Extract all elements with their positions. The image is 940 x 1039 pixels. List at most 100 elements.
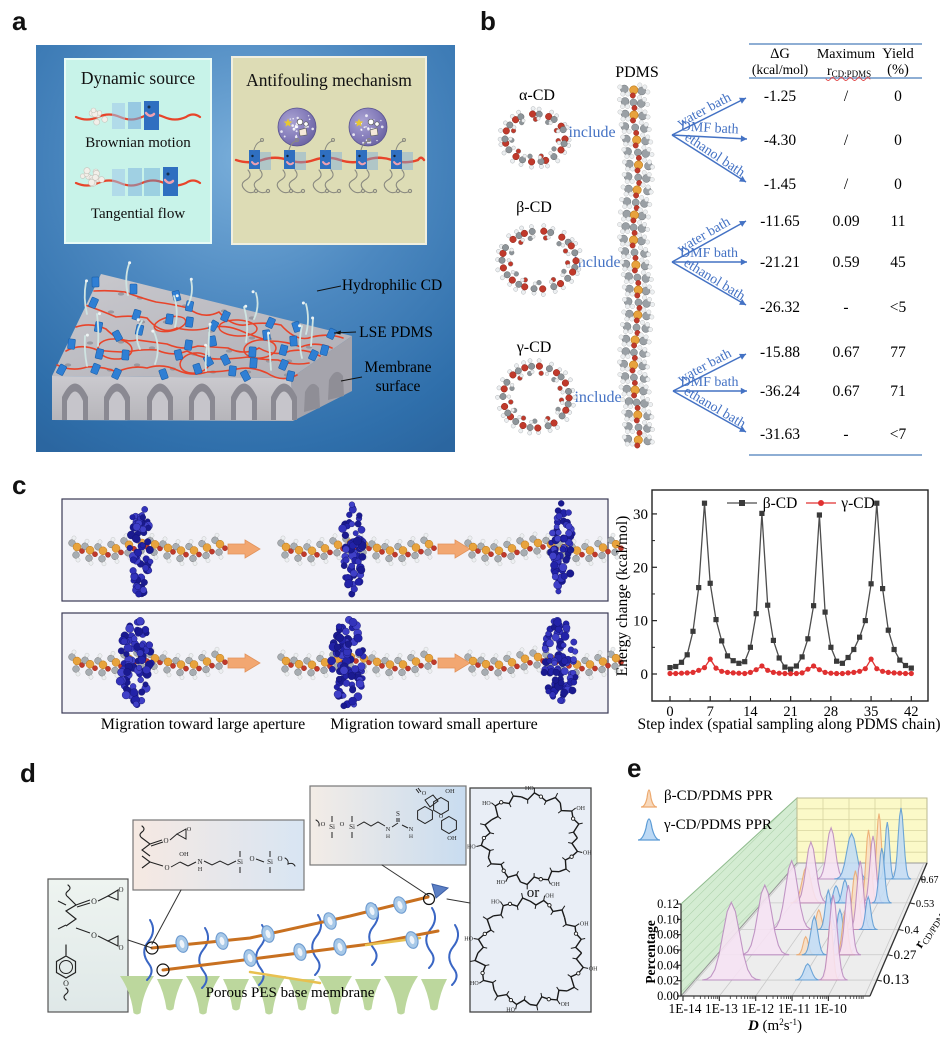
svg-text:HO: HO (525, 786, 534, 792)
svg-text:35: 35 (864, 704, 879, 720)
svg-text:0.02: 0.02 (657, 974, 679, 988)
svg-text:O: O (63, 979, 69, 988)
svg-text:β-CD: β-CD (763, 495, 798, 512)
svg-text:rCD:PDMS: rCD:PDMS (827, 64, 871, 79)
svg-text:0.67: 0.67 (832, 383, 859, 400)
svg-text:a: a (12, 6, 27, 36)
svg-text:LSE PDMS: LSE PDMS (359, 324, 433, 341)
svg-text:-: - (843, 426, 848, 443)
svg-text:O: O (118, 886, 123, 894)
svg-text:1E-10: 1E-10 (814, 1001, 847, 1016)
svg-text:c: c (12, 470, 26, 500)
svg-text:Antifouling mechanism: Antifouling mechanism (246, 70, 412, 90)
svg-text:77: 77 (890, 344, 906, 361)
svg-text:0.12: 0.12 (657, 897, 679, 911)
svg-text:ethanol bath: ethanol bath (681, 256, 748, 305)
svg-text:include: include (573, 254, 620, 271)
svg-text:0.59: 0.59 (832, 254, 859, 271)
svg-text:H: H (198, 867, 203, 873)
svg-text:HO: HO (491, 900, 500, 906)
svg-text:7: 7 (707, 704, 714, 720)
svg-text:Brownian motion: Brownian motion (85, 135, 191, 151)
svg-text:10: 10 (633, 614, 648, 630)
svg-text:O: O (118, 944, 123, 952)
svg-text:0.09: 0.09 (832, 213, 859, 230)
svg-text:β-CD/PDMS PPR: β-CD/PDMS PPR (664, 788, 773, 804)
svg-text:Step index (spatial sampling a: Step index (spatial sampling along PDMS … (637, 716, 940, 733)
svg-text:HO: HO (467, 845, 476, 851)
svg-text:0.67: 0.67 (832, 344, 859, 361)
svg-text:H: H (409, 834, 413, 840)
svg-text:Membrane: Membrane (364, 359, 431, 376)
svg-text:N: N (409, 826, 414, 833)
svg-text:HO: HO (482, 801, 491, 807)
svg-text:Porous PES base membrane: Porous PES base membrane (206, 985, 375, 1001)
svg-text:-26.32: -26.32 (760, 299, 800, 316)
svg-text:d: d (20, 758, 36, 788)
svg-text:H: H (386, 834, 390, 840)
svg-text:-: - (843, 299, 848, 316)
svg-text:O: O (91, 897, 97, 906)
svg-text:O: O (422, 791, 427, 797)
svg-text:Maximum: Maximum (817, 47, 875, 62)
svg-text:0.04: 0.04 (657, 958, 680, 972)
svg-text:71: 71 (890, 383, 906, 400)
svg-text:OH: OH (589, 966, 598, 972)
svg-text:0: 0 (666, 704, 673, 720)
svg-text:O: O (249, 855, 254, 863)
svg-text:surface: surface (376, 378, 421, 395)
svg-text:include: include (568, 124, 615, 141)
svg-text:28: 28 (824, 704, 839, 720)
svg-text:30: 30 (633, 507, 648, 523)
svg-text:DMF bath: DMF bath (681, 375, 739, 390)
svg-text:D (m2s-1): D (m2s-1) (747, 1017, 802, 1034)
svg-text:OH: OH (580, 922, 589, 928)
svg-text:0.00: 0.00 (657, 989, 679, 1003)
svg-text:Si: Si (267, 858, 273, 866)
svg-text:HO: HO (506, 1007, 515, 1013)
svg-text:PDMS: PDMS (615, 64, 659, 81)
svg-text:0.4: 0.4 (905, 925, 920, 937)
svg-text:Migration toward small apertur: Migration toward small aperture (330, 716, 538, 733)
svg-text:Tangential flow: Tangential flow (91, 206, 186, 222)
svg-text:1E-13: 1E-13 (705, 1001, 738, 1016)
svg-text:Migration toward large apertur: Migration toward large aperture (101, 716, 306, 733)
svg-text:Dynamic source: Dynamic source (81, 68, 195, 88)
svg-text:45: 45 (890, 254, 906, 271)
svg-text:-4.30: -4.30 (764, 132, 797, 149)
svg-text:0: 0 (894, 176, 902, 193)
svg-text:21: 21 (783, 704, 798, 720)
svg-text:OH: OH (576, 806, 585, 812)
svg-text:OH: OH (561, 1002, 570, 1008)
svg-text:/: / (844, 176, 849, 193)
svg-text:O: O (91, 931, 97, 940)
svg-text:O: O (321, 821, 326, 828)
svg-text:0.27: 0.27 (894, 947, 917, 962)
svg-text:-11.65: -11.65 (760, 213, 800, 230)
svg-text:-1.45: -1.45 (764, 176, 797, 193)
svg-text:HO: HO (464, 936, 473, 942)
svg-text:O: O (439, 814, 444, 820)
svg-text:11: 11 (891, 213, 906, 230)
svg-text:-21.21: -21.21 (760, 254, 800, 271)
svg-text:1E-12: 1E-12 (741, 1001, 774, 1016)
svg-text:include: include (574, 389, 621, 406)
svg-text:Si: Si (329, 823, 335, 831)
svg-text:0: 0 (894, 88, 902, 105)
svg-text:14: 14 (743, 704, 758, 720)
svg-text:-31.63: -31.63 (760, 426, 800, 443)
svg-text:O: O (164, 864, 169, 872)
svg-text:Si: Si (237, 858, 243, 866)
svg-text:O: O (163, 837, 168, 845)
svg-text:<7: <7 (890, 426, 907, 443)
svg-text:O: O (340, 821, 345, 828)
svg-text:OH: OH (445, 788, 455, 795)
svg-text:0.67: 0.67 (921, 875, 939, 886)
svg-text:-1.25: -1.25 (764, 88, 797, 105)
svg-text:β-CD: β-CD (516, 199, 552, 216)
svg-text:0.53: 0.53 (916, 899, 934, 910)
svg-text:γ-CD: γ-CD (516, 339, 552, 356)
svg-text:OH: OH (179, 851, 189, 858)
svg-text:γ-CD/PDMS PPR: γ-CD/PDMS PPR (663, 817, 772, 833)
svg-text:OH: OH (545, 894, 554, 900)
